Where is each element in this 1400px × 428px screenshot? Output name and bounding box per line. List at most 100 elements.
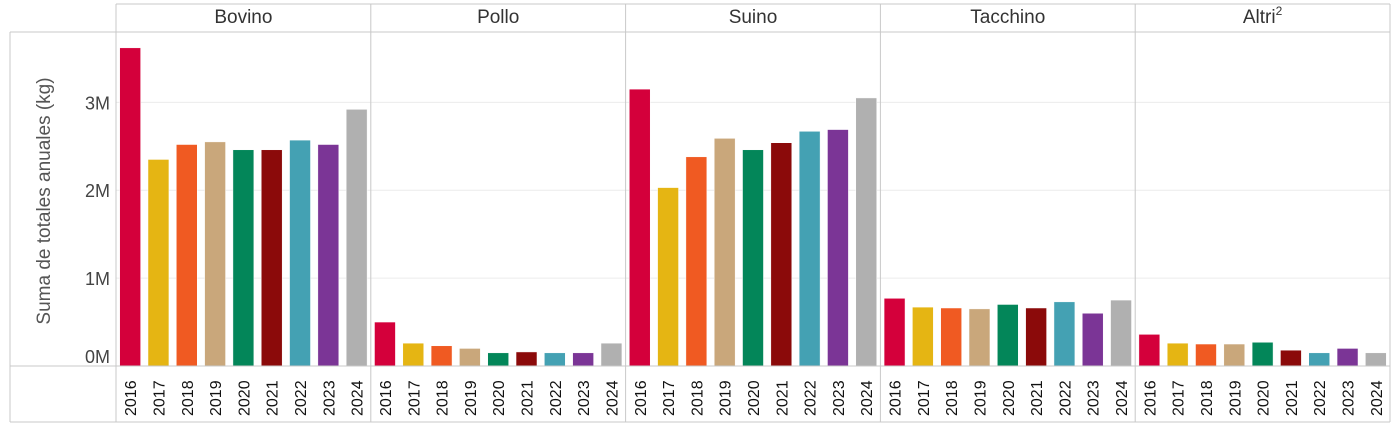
bar-suino-2024: [855, 97, 877, 367]
panel-title: Suino: [729, 7, 778, 28]
bar-suino-2021: [770, 142, 793, 367]
y-axis-ticks: 0M 1M 2M 3M: [85, 93, 110, 367]
x-tick-label-year: 2024: [1114, 380, 1131, 416]
bar-pollo-2023: [572, 352, 594, 367]
bar-tacchino-2017: [912, 306, 934, 367]
bar-pollo-2021: [515, 351, 538, 367]
bar-pollo-2019: [459, 348, 481, 367]
x-tick-label-year: 2021: [265, 380, 282, 416]
bar-altri-2017: [1166, 342, 1189, 367]
x-tick-label-year: 2017: [1171, 380, 1188, 416]
y-tick-label: 0M: [85, 347, 110, 367]
bar-tacchino-2023: [1082, 313, 1104, 367]
x-tick-label-year: 2017: [661, 380, 678, 416]
y-tick-label: 3M: [85, 93, 110, 113]
x-tick-label-year: 2019: [463, 380, 480, 416]
y-tick-label: 1M: [85, 269, 110, 289]
bar-altri-2024: [1365, 352, 1387, 367]
x-tick-label-year: 2020: [236, 380, 253, 416]
x-tick-label-year: 2017: [406, 380, 423, 416]
bar-bovino-2017: [147, 159, 170, 367]
x-tick-label-year: 2016: [1142, 380, 1159, 416]
bar-altri-2021: [1280, 349, 1302, 367]
bar-bovino-2019: [204, 141, 226, 367]
bar-altri-2020: [1251, 342, 1274, 367]
bar-altri-2023: [1336, 348, 1359, 367]
x-tick-label-year: 2024: [859, 380, 876, 416]
bar-bovino-2018: [176, 144, 198, 367]
x-tick-label-year: 2019: [972, 380, 989, 416]
bar-tacchino-2018: [940, 307, 962, 367]
x-tick-label-year: 2019: [208, 380, 225, 416]
bar-suino-2016: [629, 88, 651, 367]
x-tick-label-year: 2024: [350, 380, 367, 416]
x-tick-label-year: 2023: [321, 380, 338, 416]
bar-tacchino-2024: [1110, 299, 1132, 367]
bar-pollo-2024: [600, 342, 623, 367]
panel-title: Pollo: [477, 7, 519, 28]
panel-frames: [9, 3, 1391, 423]
x-axis-year-labels: 2016 2017 2018 2019 2020 2021 2022 2023 2024 2016…: [123, 380, 1386, 416]
bar-pollo-2017: [402, 342, 424, 367]
x-tick-label-year: 2018: [435, 380, 452, 416]
panel-title-text: Pollo: [477, 7, 519, 28]
y-tick-label: 2M: [85, 181, 110, 201]
x-tick-label-year: 2023: [1086, 380, 1103, 416]
bar-suino-2023: [827, 129, 849, 367]
bar-altri-2022: [1308, 352, 1330, 367]
x-tick-label-year: 2022: [1057, 380, 1074, 416]
bar-tacchino-2022: [1053, 301, 1076, 367]
bar-bovino-2021: [260, 149, 283, 367]
x-tick-label-year: 2021: [1284, 380, 1301, 416]
x-tick-label-year: 2021: [520, 380, 537, 416]
x-tick-label-year: 2017: [916, 380, 933, 416]
x-tick-label-year: 2020: [491, 380, 508, 416]
x-tick-label-year: 2018: [944, 380, 961, 416]
x-tick-label-year: 2018: [180, 380, 197, 416]
x-tick-label-year: 2020: [746, 380, 763, 416]
x-tick-label-year: 2022: [1312, 380, 1329, 416]
x-tick-label-year: 2022: [803, 380, 820, 416]
x-tick-label-year: 2022: [293, 380, 310, 416]
bar-suino-2017: [657, 187, 679, 367]
panel-titles: Bovino Pollo Suino Tacchino Altri2: [214, 4, 1282, 28]
x-tick-label-year: 2023: [1341, 380, 1358, 416]
bar-altri-2019: [1223, 343, 1246, 367]
bar-tacchino-2020: [997, 304, 1019, 367]
bar-bovino-2023: [317, 144, 340, 367]
bar-tacchino-2019: [968, 308, 991, 367]
panel-title-text: Bovino: [214, 7, 272, 28]
bar-tacchino-2021: [1025, 307, 1047, 367]
bar-tacchino-2016: [883, 298, 906, 367]
bar-suino-2018: [685, 156, 708, 367]
bar-pollo-2022: [544, 352, 566, 367]
bar-pollo-2018: [430, 345, 453, 367]
x-tick-label-year: 2016: [378, 380, 395, 416]
x-tick-label-year: 2021: [774, 380, 791, 416]
x-tick-label-year: 2023: [831, 380, 848, 416]
bar-suino-2020: [742, 149, 764, 367]
x-tick-label-year: 2017: [151, 380, 168, 416]
x-tick-label-year: 2022: [548, 380, 565, 416]
y-axis-label: Suma de totales anuales (kg): [34, 77, 55, 324]
x-tick-label-year: 2016: [123, 380, 140, 416]
x-tick-label-year: 2024: [604, 380, 621, 416]
x-tick-label-year: 2020: [1256, 380, 1273, 416]
panel-title-text: Suino: [729, 7, 778, 28]
bar-bovino-2024: [345, 109, 368, 367]
x-tick-label-year: 2016: [633, 380, 650, 416]
x-tick-label-year: 2018: [689, 380, 706, 416]
bar-pollo-2020: [487, 352, 509, 367]
x-tick-label-year: 2019: [718, 380, 735, 416]
bar-altri-2018: [1195, 343, 1217, 367]
panel-title: Bovino: [214, 7, 272, 28]
panel-title: Altri2: [1243, 4, 1283, 28]
x-tick-label-year: 2024: [1369, 380, 1386, 416]
bar-suino-2022: [798, 131, 821, 367]
panel-title-text: Tacchino: [970, 7, 1045, 28]
x-tick-label-year: 2019: [1227, 380, 1244, 416]
x-tick-label-year: 2020: [1001, 380, 1018, 416]
bar-bovino-2020: [232, 149, 255, 367]
x-tick-label-year: 2023: [576, 380, 593, 416]
